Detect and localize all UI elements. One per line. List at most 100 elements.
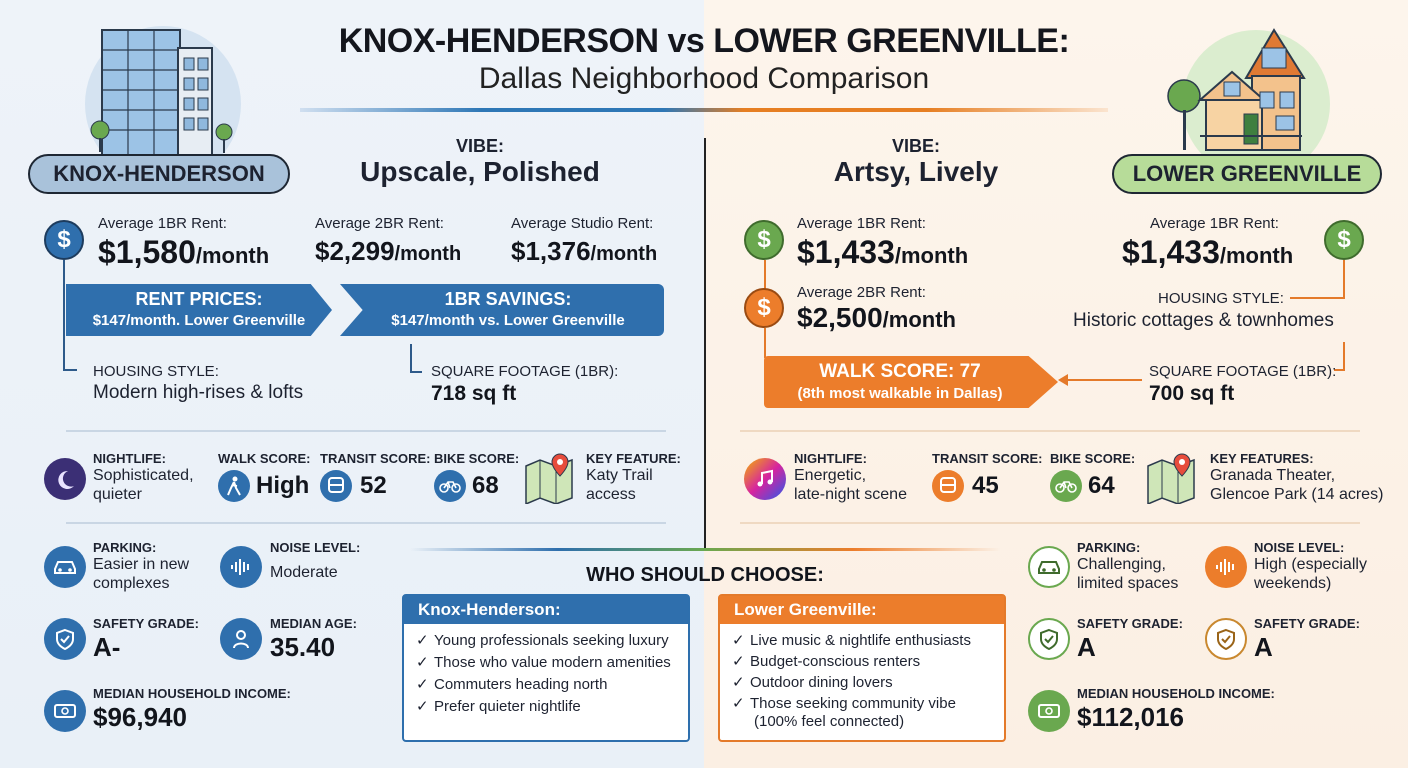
right-sqft-label: SQUARE FOOTAGE (1BR): [1149,363,1337,380]
list-item: ✓ Live music & nightlife enthusiasts [732,632,971,649]
list-item-note: (100% feel connected) [754,713,905,730]
left-transit-label: TRANSIT SCORE: [320,451,431,466]
right-sqft-value: 700 sq ft [1149,382,1235,405]
shield-icon [44,618,86,660]
right-parking-label: PARKING: [1077,540,1141,555]
knox-henderson-badge: KNOX-HENDERSON [28,154,290,194]
right-feature-label: KEY FEATURES: [1210,451,1314,466]
map-pin-icon [525,453,573,504]
house-icon [1167,28,1330,154]
dollar-icon: $ [44,220,84,260]
building-icon [85,26,241,154]
lower-greenville-choose-box: Lower Greenville: ✓ Live music & nightlif… [718,594,1006,742]
right-safety2-value: A [1254,632,1273,662]
page-title: KNOX-HENDERSON vs LOWER GREENVILLE: [338,22,1070,60]
left-nightlife-label: NIGHTLIFE: [93,451,166,466]
right-1br-rent-label: Average 1BR Rent: [797,215,926,232]
lower-greenville-choose-head: Lower Greenville: [720,596,1004,624]
left-1br-rent-label: Average 1BR Rent: [98,215,227,232]
right-housing-label: HOUSING STYLE: [1158,290,1284,307]
right-bike-label: BIKE SCORE: [1050,451,1136,466]
map-pin-icon-right [1147,453,1195,504]
left-safety-label: SAFETY GRADE: [93,616,199,631]
list-item: ✓ Prefer quieter nightlife [416,698,581,715]
bus-icon [320,470,352,502]
left-sqft-value: 718 sq ft [431,382,517,405]
cash-icon [44,690,86,732]
right-noise-label: NOISE LEVEL: [1254,540,1345,555]
left-safety-value: A- [93,632,121,662]
right-safety-label: SAFETY GRADE: [1077,616,1183,631]
left-bike-value: 68 [472,472,499,499]
dollar-icon-orange: $ [744,288,784,328]
knox-henderson-choose-head: Knox-Henderson: [404,596,688,624]
left-studio-rent: $1,376/month [511,236,658,266]
dollar-icon-green: $ [744,220,784,260]
right-transit-label: TRANSIT SCORE: [932,451,1043,466]
left-2br-rent: $2,299/month [315,236,462,266]
right-vibe-label: VIBE: [891,136,940,156]
list-item: ✓ Budget-conscious renters [732,653,921,670]
left-transit-value: 52 [360,472,387,499]
right-2br-rent: $2,500/month [797,302,956,333]
1br-savings-banner: 1BR SAVINGS: $147/month vs. Lower Greenv… [340,284,664,336]
right-1br-rent: $1,433/month [797,234,969,270]
right-safety-value: A [1077,632,1096,662]
dollar-icon-green-2: $ [1324,220,1364,260]
left-noise-value: Moderate [270,564,338,581]
bike-icon-green [1050,470,1082,502]
cash-icon-right [1028,690,1070,732]
list-item: ✓ Commuters heading north [416,676,608,693]
right-bike-value: 64 [1088,472,1115,499]
car-icon [44,546,86,588]
page-subtitle: Dallas Neighborhood Comparison [478,62,930,95]
left-1br-rent: $1,580/month [98,234,270,270]
list-item: ✓ Those seeking community vibe [732,695,956,712]
left-sqft-label: SQUARE FOOTAGE (1BR): [431,363,619,380]
right-1br-rent-label-2: Average 1BR Rent: [1150,215,1279,232]
list-item: ✓ Outdoor dining lovers [732,674,893,691]
right-vibe-value: Artsy, Lively [833,156,999,187]
bus-icon-orange [932,470,964,502]
walking-icon [218,470,250,502]
left-vibe-label: VIBE: [455,136,504,156]
title-rule [300,108,1108,112]
left-2br-rent-label: Average 2BR Rent: [315,215,444,232]
shield-icon-right [1028,618,1070,660]
bike-icon [434,470,466,502]
right-income-value: $112,016 [1077,702,1185,732]
left-age-value: 35.40 [270,632,336,662]
left-bike-label: BIKE SCORE: [434,451,520,466]
right-income-label: MEDIAN HOUSEHOLD INCOME: [1077,686,1275,701]
lower-greenville-badge: LOWER GREENVILLE [1112,154,1382,194]
music-note-icon [744,458,786,500]
moon-icon [44,458,86,500]
left-income-value: $96,940 [93,702,187,732]
right-1br-rent-2: $1,433/month [1122,234,1294,270]
right-2br-rent-label: Average 2BR Rent: [797,284,926,301]
list-item: ✓ Those who value modern amenities [416,654,671,671]
sound-wave-icon-right [1205,546,1247,588]
arrow-left-icon [1058,374,1142,386]
right-transit-value: 45 [972,472,999,499]
list-item: ✓ Young professionals seeking luxury [416,632,669,649]
right-housing-value: Historic cottages & townhomes [1073,310,1334,331]
left-studio-rent-label: Average Studio Rent: [511,215,654,232]
left-walk-label: WALK SCORE: [218,451,311,466]
right-safety2-label: SAFETY GRADE: [1254,616,1360,631]
left-housing-value: Modern high-rises & lofts [93,382,304,403]
who-should-choose-title: WHO SHOULD CHOOSE: [586,564,824,586]
left-income-label: MEDIAN HOUSEHOLD INCOME: [93,686,291,701]
person-icon [220,618,262,660]
left-age-label: MEDIAN AGE: [270,616,357,631]
shield-icon-right-2 [1205,618,1247,660]
left-walk-value: High [256,472,310,499]
knox-henderson-choose-box: Knox-Henderson: ✓ Young professionals see… [402,594,690,742]
left-noise-label: NOISE LEVEL: [270,540,361,555]
car-icon-right [1028,546,1070,588]
left-feature-label: KEY FEATURE: [586,451,681,466]
right-nightlife-label: NIGHTLIFE: [794,451,867,466]
left-housing-label: HOUSING STYLE: [93,363,219,380]
left-vibe-value: Upscale, Polished [360,156,600,187]
walk-score-banner: WALK SCORE: 77 (8th most walkable in Dal… [764,356,1058,408]
